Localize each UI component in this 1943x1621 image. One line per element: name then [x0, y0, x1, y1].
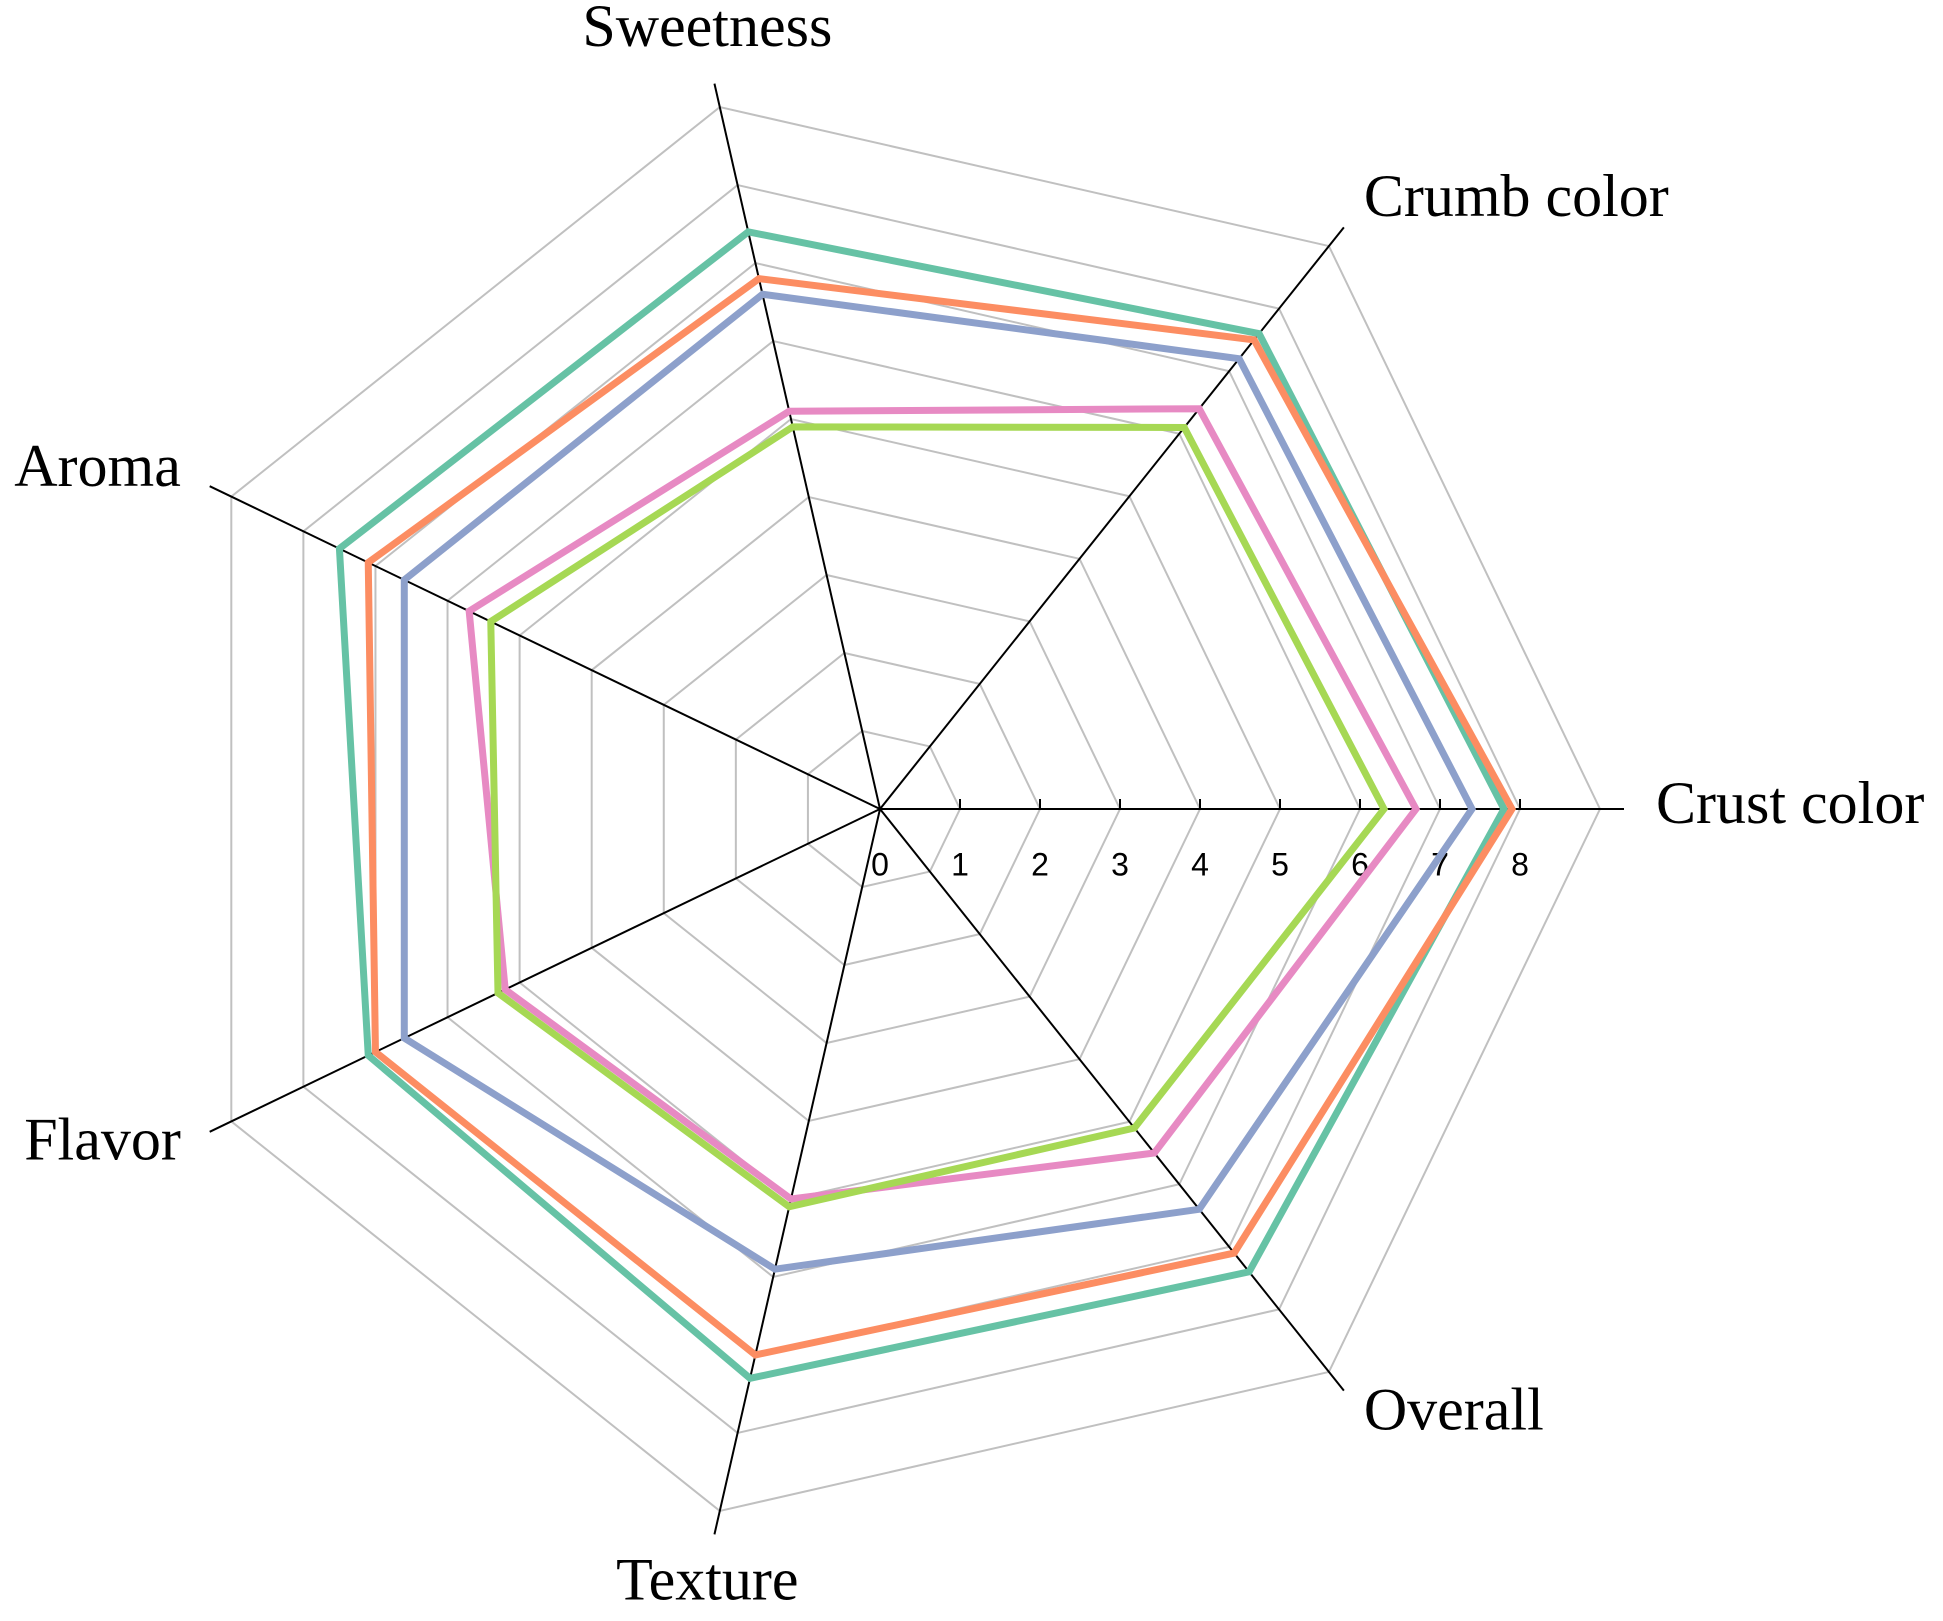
grid-ring: [302, 183, 1522, 1435]
grid-ring: [662, 573, 1122, 1045]
category-label: Flavor: [24, 1106, 181, 1172]
axis-line: [879, 226, 1345, 810]
r-tick-label: 8: [1511, 846, 1529, 882]
series-line: [400, 290, 1477, 1273]
series-line: [335, 228, 1508, 1383]
series-line: [487, 423, 1389, 1211]
category-label: Sweetness: [582, 0, 832, 59]
r-tick-label: 3: [1111, 846, 1129, 882]
axis-line: [209, 808, 881, 1133]
grid-ring: [230, 105, 1602, 1513]
grid-ring: [518, 417, 1282, 1201]
series-line: [465, 405, 1421, 1203]
axis-line: [713, 808, 881, 1535]
axis-line: [713, 83, 881, 810]
grid-ring: [734, 651, 1042, 967]
r-tick-label: 5: [1271, 846, 1289, 882]
r-tick-label: 1: [951, 846, 969, 882]
series-line: [364, 274, 1517, 1359]
grid-ring: [590, 495, 1202, 1123]
category-label: Texture: [616, 1546, 798, 1612]
r-tick-label: 2: [1031, 846, 1049, 882]
r-tick-label: 4: [1191, 846, 1209, 882]
r-tick-label: 0: [871, 846, 889, 882]
grid-ring: [446, 339, 1362, 1279]
category-label: Crust color: [1656, 770, 1924, 836]
category-label: Aroma: [14, 433, 181, 499]
category-label: Overall: [1364, 1376, 1544, 1442]
axis-line: [879, 808, 1345, 1392]
axis-line: [209, 485, 881, 810]
category-label: Crumb color: [1364, 163, 1669, 229]
grid-ring: [806, 729, 962, 889]
grid-ring: [374, 261, 1442, 1357]
